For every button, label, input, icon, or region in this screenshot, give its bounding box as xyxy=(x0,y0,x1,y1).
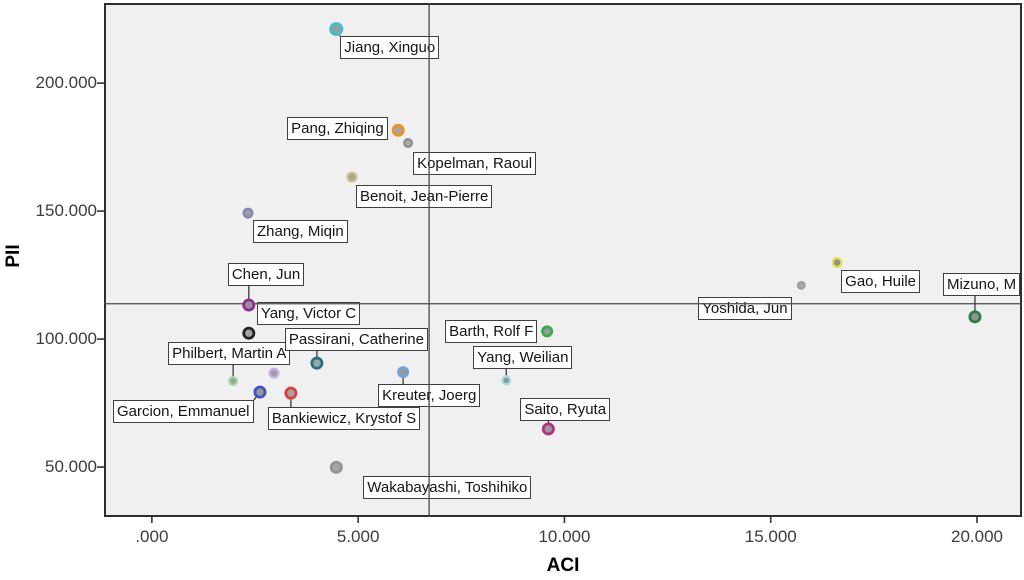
point-label-passirani-catherine: Passirani, Catherine xyxy=(284,328,428,352)
x-axis-title: ACI xyxy=(546,555,580,576)
point-label-philbert-martin-a: Philbert, Martin A xyxy=(168,342,291,366)
x-tick-label: 15.000 xyxy=(744,527,797,546)
x-tick-label: 10.000 xyxy=(538,527,591,546)
point-label-benoit-jean-pierre: Benoit, Jean-Pierre xyxy=(355,185,493,209)
y-tick-label: 200.000 xyxy=(35,73,97,93)
point-label-barth-rolf-f: Barth, Rolf F xyxy=(445,320,538,344)
point-label-yang-weilian: Yang, Weilian xyxy=(473,346,573,370)
point-label-zhang-miqin: Zhang, Miqin xyxy=(252,220,348,244)
point-label-bankiewicz-krystof-s: Bankiewicz, Krystof S xyxy=(267,407,421,431)
point-label-saito-ryuta: Saito, Ryuta xyxy=(520,397,611,421)
x-tick-label: .000 xyxy=(135,527,169,546)
y-tick-label: 100.000 xyxy=(35,329,97,349)
point-label-garcion-emmanuel: Garcion, Emmanuel xyxy=(112,400,254,424)
x-tick-label: 5.000 xyxy=(336,527,380,546)
point-label-mizuno-m: Mizuno, M xyxy=(942,272,1021,296)
point-label-jiang-xinguo: Jiang, Xinguo xyxy=(340,36,440,60)
x-tick-label: 20.000 xyxy=(951,527,1004,546)
point-label-yoshida-jun: Yoshida, Jun xyxy=(698,297,792,321)
plot-area xyxy=(104,3,1022,517)
point-label-gao-huile: Gao, Huile xyxy=(841,269,921,293)
point-label-kopelman-raoul: Kopelman, Raoul xyxy=(413,152,537,176)
point-label-kreuter-joerg: Kreuter, Joerg xyxy=(378,384,481,408)
y-tick-label: 150.000 xyxy=(35,201,97,221)
point-label-wakabayashi-toshihiko: Wakabayashi, Toshihiko xyxy=(363,476,532,500)
point-label-chen-jun: Chen, Jun xyxy=(227,263,305,287)
y-tick-label: 50.000 xyxy=(45,457,97,477)
point-label-yang-victor-c: Yang, Victor C xyxy=(256,302,361,326)
point-label-pang-zhiqing: Pang, Zhiqing xyxy=(287,117,388,141)
